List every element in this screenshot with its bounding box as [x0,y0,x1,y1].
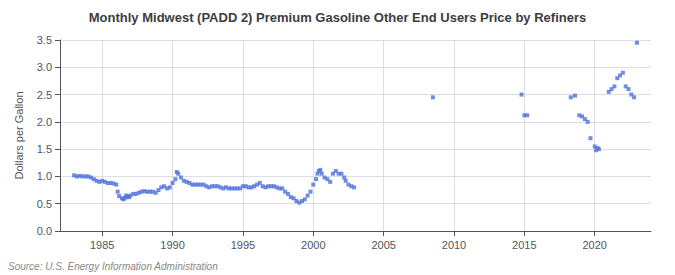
svg-text:2.5: 2.5 [37,89,52,101]
svg-text:2005: 2005 [371,239,395,251]
svg-text:3.5: 3.5 [37,34,52,46]
svg-text:1990: 1990 [160,239,184,251]
svg-text:2020: 2020 [582,239,606,251]
svg-text:Source: U.S. Energy Informatio: Source: U.S. Energy Information Administ… [8,261,218,272]
svg-text:Dollars per Gallon: Dollars per Gallon [13,91,25,179]
svg-text:0.5: 0.5 [37,198,52,210]
svg-text:2015: 2015 [512,239,536,251]
svg-text:1.0: 1.0 [37,170,52,182]
svg-text:Monthly Midwest (PADD 2) Premi: Monthly Midwest (PADD 2) Premium Gasolin… [89,10,587,25]
svg-text:2.0: 2.0 [37,116,52,128]
svg-text:0.0: 0.0 [37,225,52,237]
svg-text:3.0: 3.0 [37,61,52,73]
svg-text:1995: 1995 [231,239,255,251]
svg-text:2000: 2000 [301,239,325,251]
svg-text:2010: 2010 [442,239,466,251]
svg-text:1985: 1985 [90,239,114,251]
svg-text:1.5: 1.5 [37,143,52,155]
